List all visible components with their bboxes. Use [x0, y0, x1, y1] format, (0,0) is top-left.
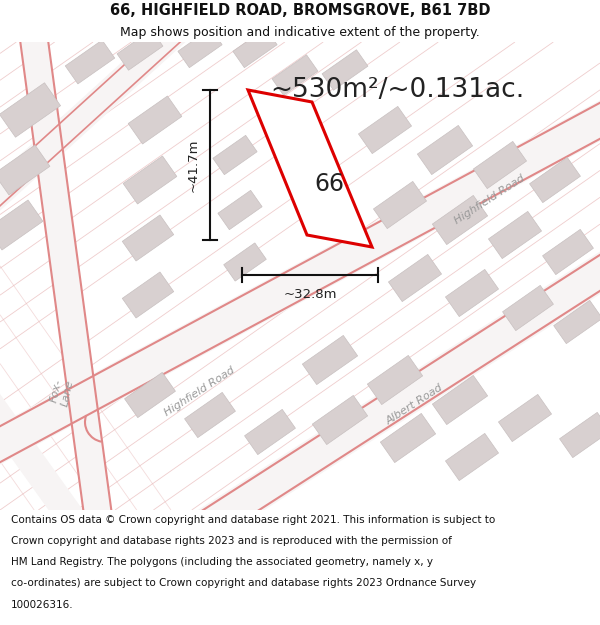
Polygon shape — [488, 211, 542, 259]
Polygon shape — [224, 243, 266, 281]
Polygon shape — [302, 336, 358, 384]
Text: 66: 66 — [315, 171, 345, 196]
Polygon shape — [418, 126, 473, 174]
Polygon shape — [178, 28, 222, 68]
Polygon shape — [380, 413, 436, 462]
Polygon shape — [123, 156, 177, 204]
Polygon shape — [213, 136, 257, 174]
Text: Crown copyright and database rights 2023 and is reproduced with the permission o: Crown copyright and database rights 2023… — [11, 536, 452, 546]
Text: Map shows position and indicative extent of the property.: Map shows position and indicative extent… — [120, 26, 480, 39]
Polygon shape — [16, 8, 114, 532]
Polygon shape — [358, 106, 412, 154]
Polygon shape — [245, 409, 295, 454]
Text: ~41.7m: ~41.7m — [187, 138, 200, 192]
Polygon shape — [313, 396, 368, 444]
Text: ~32.8m: ~32.8m — [283, 288, 337, 301]
Polygon shape — [0, 145, 50, 195]
Polygon shape — [248, 90, 372, 247]
Polygon shape — [185, 392, 235, 438]
Text: Highfield Road: Highfield Road — [453, 174, 527, 226]
Text: ~530m²/~0.131ac.: ~530m²/~0.131ac. — [270, 77, 524, 103]
Polygon shape — [560, 412, 600, 458]
Text: 66, HIGHFIELD ROAD, BROMSGROVE, B61 7BD: 66, HIGHFIELD ROAD, BROMSGROVE, B61 7BD — [110, 2, 490, 18]
Polygon shape — [445, 269, 499, 317]
Polygon shape — [0, 0, 209, 221]
Polygon shape — [272, 55, 318, 95]
Polygon shape — [530, 158, 580, 202]
Text: HM Land Registry. The polygons (including the associated geometry, namely x, y: HM Land Registry. The polygons (includin… — [11, 557, 433, 567]
Polygon shape — [190, 245, 600, 545]
Polygon shape — [373, 181, 427, 229]
Polygon shape — [322, 50, 368, 90]
Polygon shape — [499, 394, 551, 442]
Polygon shape — [128, 96, 182, 144]
Polygon shape — [218, 191, 262, 229]
Polygon shape — [233, 28, 277, 68]
Polygon shape — [445, 433, 499, 481]
Polygon shape — [65, 40, 115, 84]
Polygon shape — [542, 229, 593, 274]
Text: Highfield Road: Highfield Road — [163, 366, 237, 419]
Polygon shape — [388, 254, 442, 302]
Polygon shape — [473, 141, 527, 189]
Polygon shape — [0, 82, 61, 138]
Polygon shape — [0, 200, 43, 250]
Polygon shape — [117, 30, 163, 70]
Polygon shape — [122, 215, 174, 261]
Text: Albert Road: Albert Road — [385, 383, 445, 427]
Polygon shape — [0, 382, 91, 538]
Text: Fox-
Lane: Fox- Lane — [49, 376, 76, 408]
Polygon shape — [433, 376, 488, 424]
Polygon shape — [122, 272, 174, 318]
Text: Contains OS data © Crown copyright and database right 2021. This information is : Contains OS data © Crown copyright and d… — [11, 514, 495, 524]
Text: 100026316.: 100026316. — [11, 600, 73, 610]
Polygon shape — [503, 286, 553, 331]
Polygon shape — [433, 196, 488, 244]
Polygon shape — [554, 301, 600, 344]
Polygon shape — [125, 372, 175, 418]
Text: co-ordinates) are subject to Crown copyright and database rights 2023 Ordnance S: co-ordinates) are subject to Crown copyr… — [11, 578, 476, 588]
Polygon shape — [367, 356, 422, 404]
Polygon shape — [0, 94, 600, 471]
